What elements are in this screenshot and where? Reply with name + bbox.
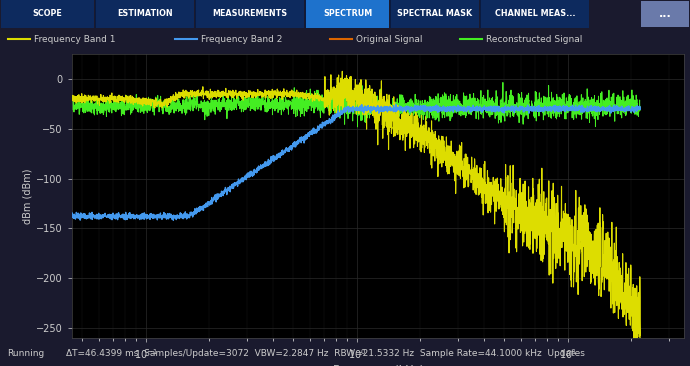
Bar (481, 0, 589, 28)
Text: Reconstructed Signal: Reconstructed Signal (486, 34, 582, 44)
Bar (641, 1, 689, 27)
Text: Frequency Band 2: Frequency Band 2 (201, 34, 282, 44)
X-axis label: Frequency (kHz): Frequency (kHz) (333, 365, 424, 366)
Text: MEASUREMENTS: MEASUREMENTS (213, 10, 288, 19)
Y-axis label: dBm (dBm): dBm (dBm) (22, 168, 32, 224)
Text: Original Signal: Original Signal (356, 34, 422, 44)
Text: Running: Running (7, 350, 44, 359)
Text: Frequency Band 1: Frequency Band 1 (34, 34, 115, 44)
Bar (96, 0, 194, 28)
Text: SPECTRUM: SPECTRUM (323, 10, 372, 19)
Bar (1, 0, 94, 28)
Text: ESTIMATION: ESTIMATION (117, 10, 172, 19)
Bar (306, 0, 389, 28)
Text: ΔT=46.4399 ms  Samples/Update=3072  VBW=2.2847 Hz  RBW=21.5332 Hz  Sample Rate=4: ΔT=46.4399 ms Samples/Update=3072 VBW=2.… (66, 350, 584, 359)
Text: SPECTRAL MASK: SPECTRAL MASK (397, 10, 473, 19)
Bar (391, 0, 479, 28)
Text: SCOPE: SCOPE (32, 10, 62, 19)
Text: CHANNEL MEAS...: CHANNEL MEAS... (495, 10, 575, 19)
Bar (196, 0, 304, 28)
Text: ...: ... (659, 9, 671, 19)
